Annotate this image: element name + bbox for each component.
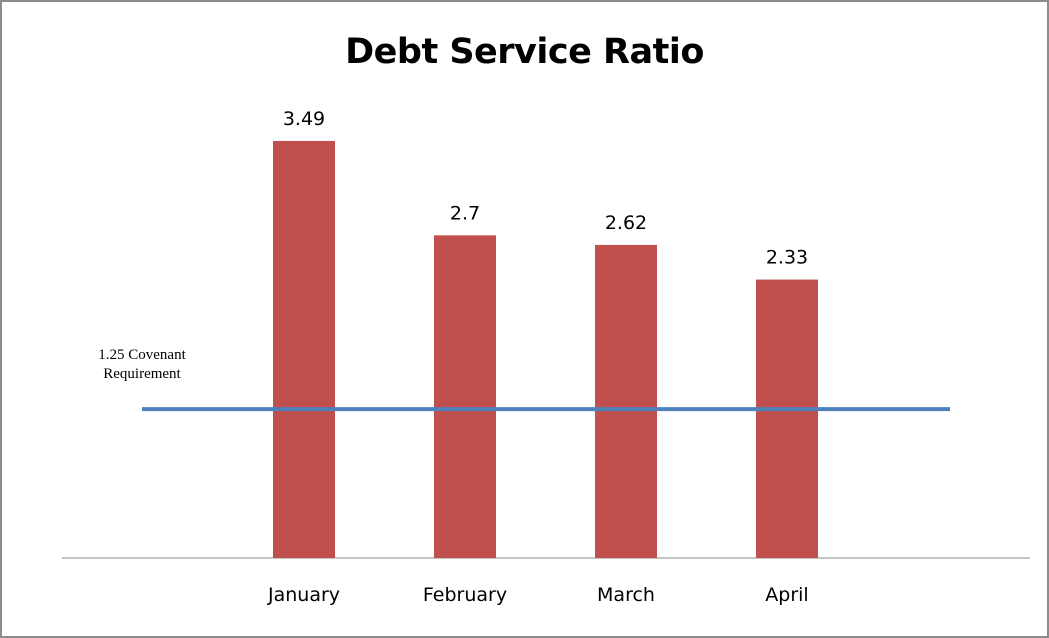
bar-march [595,244,657,558]
data-label-april: 2.33 [766,247,808,269]
covenant-label-line-2: Requirement [103,366,181,382]
category-label-february: February [423,584,507,606]
category-label-april: April [765,584,808,606]
category-label-march: March [597,584,655,606]
data-label-january: 3.49 [283,108,325,130]
data-label-february: 2.7 [450,202,480,224]
covenant-label: 1.25 Covenant Requirement [98,347,186,382]
chart-title: Debt Service Ratio [345,32,704,72]
category-label-january: January [267,584,340,606]
bar-february [434,235,496,558]
covenant-label-line-1: 1.25 Covenant [98,347,186,363]
bar-january [273,140,335,558]
bar-april [756,279,818,558]
data-label-march: 2.62 [605,212,647,234]
